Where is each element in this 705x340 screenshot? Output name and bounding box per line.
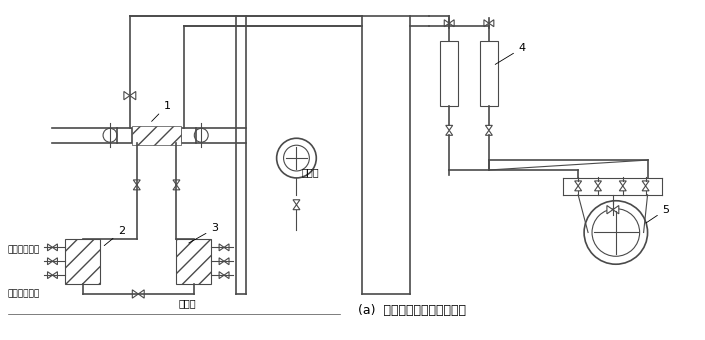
Polygon shape [293, 200, 300, 205]
Polygon shape [489, 20, 493, 27]
Polygon shape [219, 272, 224, 278]
Polygon shape [449, 20, 454, 27]
Polygon shape [219, 258, 224, 265]
Polygon shape [47, 244, 52, 251]
Polygon shape [224, 272, 229, 278]
Polygon shape [594, 186, 601, 191]
Polygon shape [619, 181, 626, 186]
Text: 隔离液终结面: 隔离液终结面 [8, 245, 40, 254]
Text: 4: 4 [495, 43, 526, 64]
Polygon shape [219, 244, 224, 251]
Polygon shape [138, 290, 145, 298]
Polygon shape [446, 125, 453, 130]
Polygon shape [133, 180, 140, 185]
Bar [176, 239, 212, 284]
Polygon shape [130, 91, 136, 100]
Polygon shape [47, 272, 52, 278]
Bar [181, 128, 196, 143]
Polygon shape [607, 205, 613, 214]
Polygon shape [594, 181, 601, 186]
Bar [132, 126, 181, 145]
Polygon shape [47, 258, 52, 265]
Polygon shape [293, 205, 300, 210]
Polygon shape [484, 20, 489, 27]
Text: (a)  差压计装在节流装置下方: (a) 差压计装在节流装置下方 [358, 304, 466, 317]
Polygon shape [224, 258, 229, 265]
Text: 1: 1 [152, 101, 171, 121]
Polygon shape [446, 130, 453, 135]
Polygon shape [486, 125, 492, 130]
Polygon shape [619, 186, 626, 191]
Text: 5: 5 [646, 205, 670, 223]
Polygon shape [642, 181, 649, 186]
Text: 隔离液: 隔离液 [302, 167, 319, 177]
Polygon shape [575, 181, 582, 186]
Polygon shape [575, 186, 582, 191]
Bar [117, 128, 132, 143]
Text: 被测液: 被测液 [178, 298, 196, 308]
Text: 3: 3 [189, 223, 218, 243]
Polygon shape [613, 205, 619, 214]
Polygon shape [52, 258, 57, 265]
Polygon shape [173, 180, 180, 185]
Polygon shape [173, 185, 180, 190]
Bar [66, 239, 100, 284]
Polygon shape [642, 186, 649, 191]
Polygon shape [52, 244, 57, 251]
Polygon shape [486, 130, 492, 135]
Polygon shape [133, 185, 140, 190]
Text: 隔离液起始面: 隔离液起始面 [8, 289, 40, 298]
Bar [480, 41, 498, 105]
Polygon shape [124, 91, 130, 100]
Polygon shape [224, 244, 229, 251]
Polygon shape [444, 20, 449, 27]
Polygon shape [52, 272, 57, 278]
Bar [441, 41, 458, 105]
Text: 2: 2 [104, 226, 125, 245]
Polygon shape [133, 290, 138, 298]
